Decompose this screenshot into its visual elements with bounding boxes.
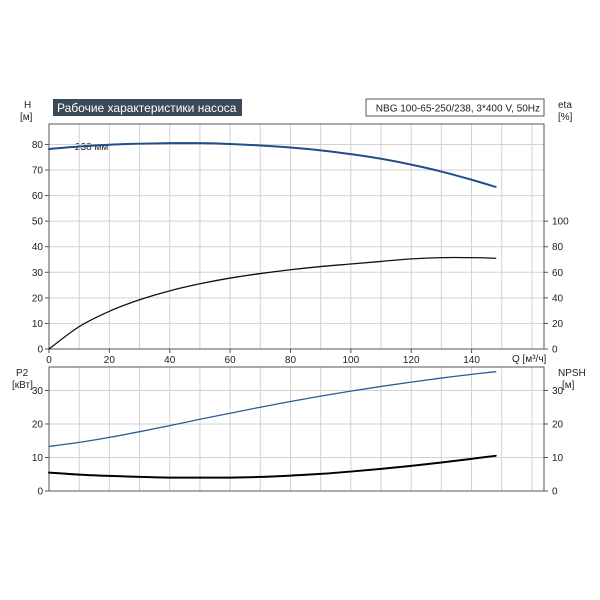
left-tick-label: 40 [32,242,44,253]
head-axis-unit: [м] [20,112,33,123]
left-tick-label: 20 [32,293,44,304]
right-tick-label: 0 [552,345,558,356]
right-tick-label: 60 [552,268,564,279]
plot-frame [48,366,545,492]
right-tick-label: 0 [552,487,558,498]
header-title-background [53,99,242,116]
p2-axis-unit: [кВт] [12,380,33,391]
plot-frame [48,123,545,350]
npsh-axis-title: NPSH [558,368,586,379]
left-tick-label: 30 [32,268,44,279]
x-tick-label: 80 [285,355,297,366]
npsh-axis-unit: [м] [562,380,575,391]
left-tick-label: 0 [37,345,43,356]
eta-axis-unit: [%] [558,112,573,123]
eta-axis-title: eta [558,100,572,111]
right-tick-label: 20 [552,319,564,330]
left-tick-label: 30 [32,386,44,397]
right-tick-label: 10 [552,453,564,464]
header-info: NBG 100-65-250/238, 3*400 V, 50Hz [376,104,540,115]
right-tick-label: 80 [552,242,564,253]
impeller-annotation: 238 мм [75,142,108,153]
left-tick-label: 70 [32,166,44,177]
left-tick-label: 10 [32,453,44,464]
left-tick-label: 0 [37,487,43,498]
right-tick-label: 30 [552,386,564,397]
header-info-box [365,98,545,117]
x-tick-label: 40 [164,355,176,366]
head-efficiency-panel: 0 10 20 30 40 50 60 70 80 0 20 40 60 80 100 0 20 40 60 80 10… [32,123,569,366]
right-tick-label: 100 [552,217,569,228]
eta-curve [48,256,497,350]
x-tick-label: 140 [463,355,480,366]
left-tick-label: 80 [32,140,44,151]
p2-axis-title: P2 [16,368,29,379]
right-tick-label: 20 [552,419,564,430]
x-tick-label: 0 [46,355,52,366]
x-tick-label: 120 [403,355,420,366]
header-title: Рабочие характеристики насоса [57,101,237,115]
npsh-curve [48,454,497,479]
head-axis-title: H [24,100,31,111]
left-tick-label: 50 [32,217,44,228]
head-curve [48,142,497,188]
x-tick-label: 20 [104,355,116,366]
x-tick-label: 100 [342,355,359,366]
power-npsh-panel: 0 10 20 30 0 10 20 30 [32,366,564,498]
left-tick-label: 20 [32,419,44,430]
x-tick-label: 60 [225,355,237,366]
p2-curve [48,371,497,448]
left-tick-label: 10 [32,319,44,330]
left-tick-label: 60 [32,191,44,202]
flow-axis-title: Q [м³/ч] [512,354,547,365]
right-tick-label: 40 [552,293,564,304]
